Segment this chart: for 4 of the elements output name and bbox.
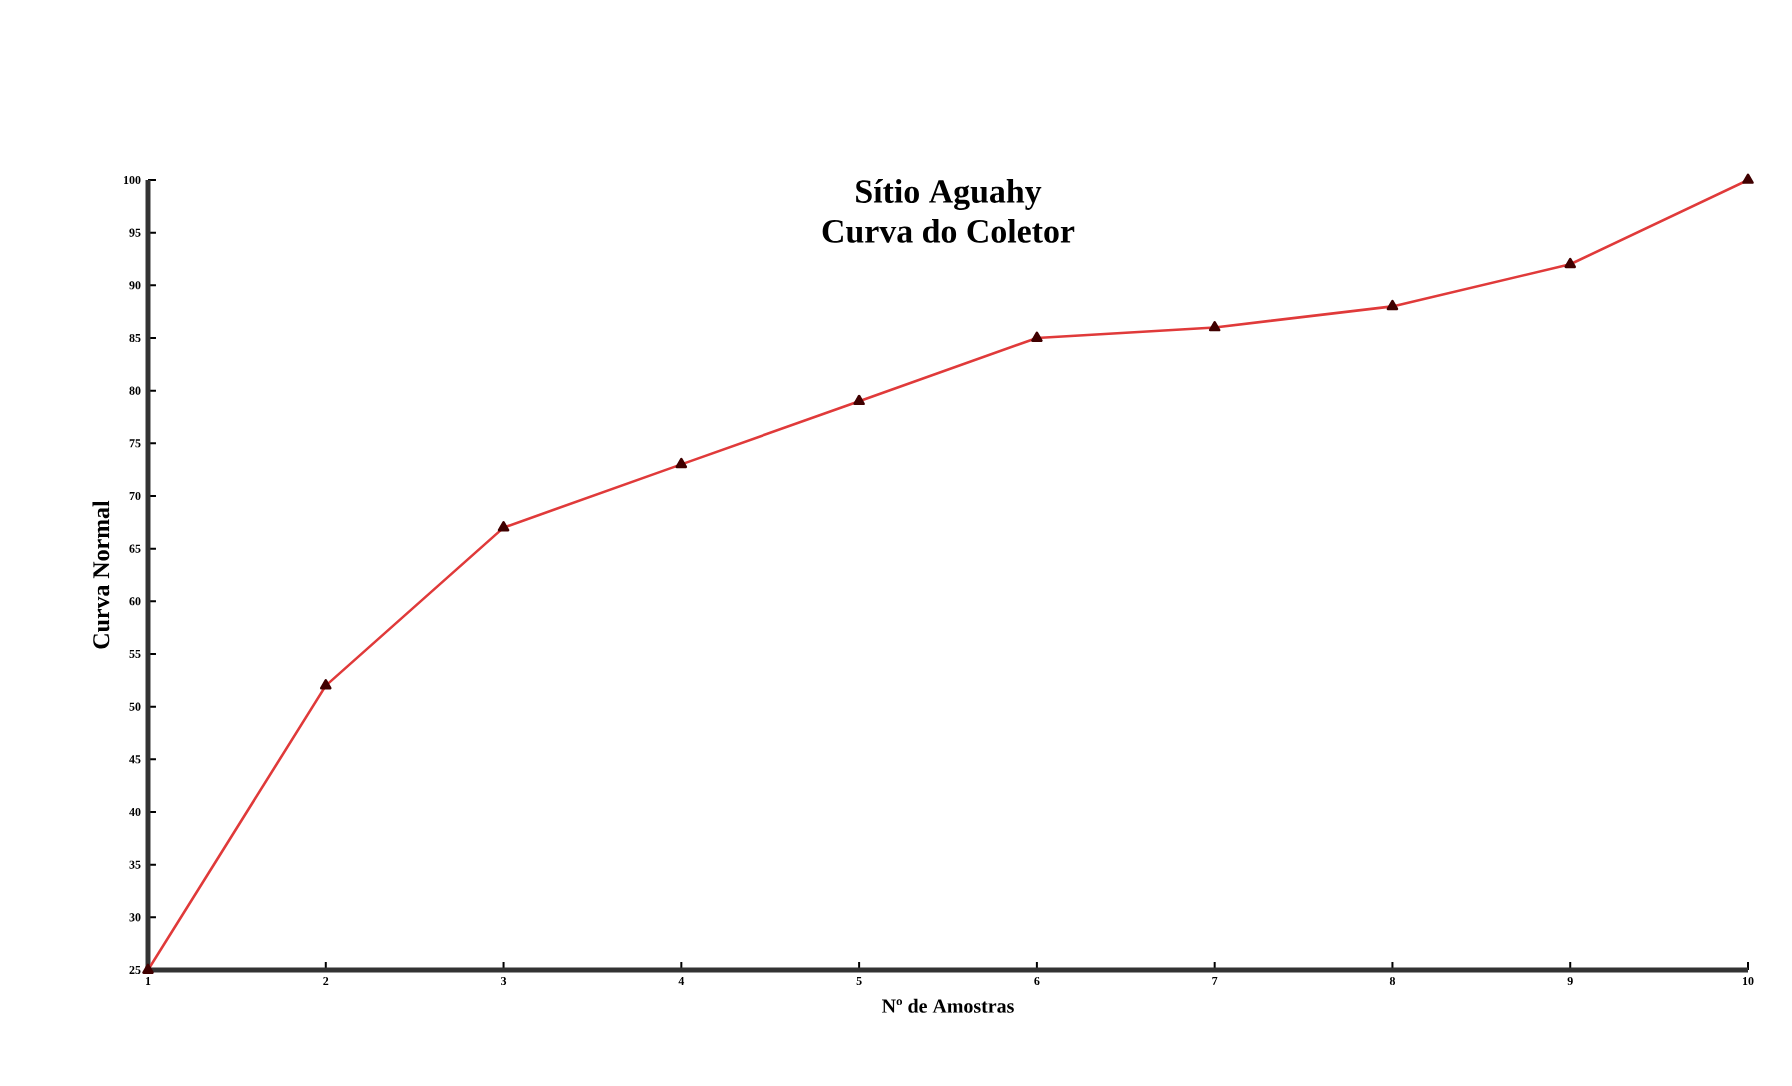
text: Curva do Coletor	[822, 218, 1075, 243]
y-axis-title: Curva Normal	[92, 500, 110, 649]
x-axis-title: Nº de Amostras	[882, 998, 1014, 1013]
chart-title: Sítio Aguahy	[856, 179, 1042, 211]
